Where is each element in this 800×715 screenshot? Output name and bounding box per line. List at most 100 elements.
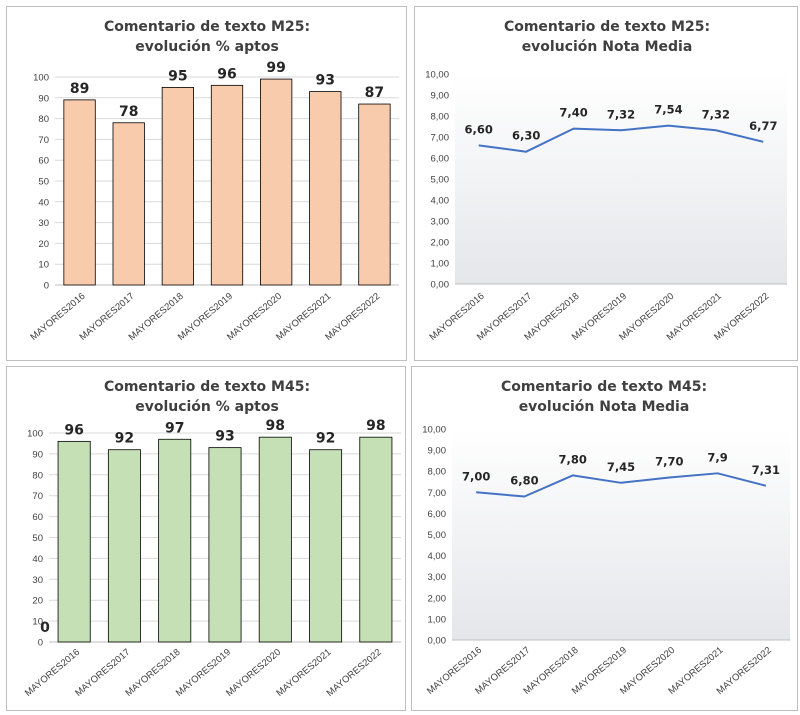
data-label: 7,40: [559, 106, 587, 120]
chart-m45-nota-media-svg: Comentario de texto M45: evolución Nota …: [422, 379, 790, 697]
y-tick-label: 4,00: [431, 196, 450, 207]
y-tick-label: 3,00: [428, 572, 447, 583]
data-label: 6,60: [465, 122, 493, 136]
bar: [208, 447, 242, 643]
y-tick-label: 70: [38, 135, 49, 146]
chart-title-line-1: Comentario de texto M45:: [501, 379, 707, 395]
plot-area: [455, 74, 787, 284]
chart-m25-nota-media-svg: Comentario de texto M25: evolución Nota …: [425, 19, 787, 343]
data-label: 7,00: [462, 469, 490, 483]
y-tick-label: 40: [32, 554, 43, 565]
series-line: [476, 472, 767, 498]
bar: [260, 78, 293, 286]
bar: [309, 91, 342, 286]
chart-title-line-2: evolución % aptos: [135, 39, 279, 55]
bar: [258, 436, 292, 643]
data-label: 92: [115, 431, 134, 447]
chart-title-line-1: Comentario de texto M25:: [504, 19, 710, 35]
data-label: 96: [217, 66, 236, 82]
series-line: [478, 124, 764, 153]
y-tick-label: 0: [38, 638, 43, 649]
y-tick-label: 70: [32, 491, 43, 502]
chart-m25-aptos-svg: Comentario de texto M25: evolución % apt…: [28, 19, 399, 343]
y-tick-label: 20: [32, 596, 43, 607]
bar: [158, 438, 192, 643]
y-tick-label: 2,00: [428, 593, 447, 604]
y-tick-label: 4,00: [428, 551, 447, 562]
data-label: 89: [70, 81, 89, 97]
data-label: 96: [64, 422, 83, 438]
data-label: 7,9: [707, 450, 727, 464]
y-tick-label: 0,00: [428, 636, 447, 647]
data-label: 93: [215, 429, 234, 445]
data-label: 92: [316, 431, 335, 447]
data-label: 97: [165, 420, 184, 436]
y-tick-label: 90: [38, 93, 49, 104]
data-label: 7,31: [752, 463, 780, 477]
data-label: 95: [168, 68, 187, 84]
y-tick-label: 9,00: [428, 446, 447, 457]
bar: [359, 436, 393, 643]
y-tick-label: 6,00: [431, 154, 450, 165]
y-tick-label: 2,00: [431, 238, 450, 249]
y-tick-label: 80: [38, 114, 49, 125]
bar: [63, 99, 96, 286]
y-tick-label: 90: [32, 449, 43, 460]
y-tick-label: 60: [32, 512, 43, 523]
chart-title-line-1: Comentario de texto M45:: [104, 379, 310, 395]
y-tick-label: 10,00: [425, 70, 449, 81]
chart-m45-aptos-svg: Comentario de texto M45: evolución % apt…: [23, 379, 401, 699]
y-tick-label: 30: [32, 575, 43, 586]
y-tick-label: 10: [32, 617, 43, 628]
chart-m25-nota-media: Comentario de texto M25: evolución Nota …: [414, 6, 798, 361]
x-category-label: MAYORES2022: [325, 647, 384, 699]
y-tick-label: 30: [38, 218, 49, 229]
bar: [161, 87, 194, 286]
bar: [210, 84, 244, 286]
chart-m45-aptos: Comentario de texto M45: evolución % apt…: [6, 366, 406, 711]
plot-area: [452, 429, 790, 640]
data-label: 78: [119, 104, 138, 120]
y-tick-label: 5,00: [431, 175, 450, 186]
chart-m45-nota-media: Comentario de texto M45: evolución Nota …: [411, 366, 798, 711]
data-label: 98: [266, 418, 285, 434]
chart-title-line-2: evolución Nota Media: [522, 39, 693, 55]
data-label: 7,32: [702, 107, 730, 121]
data-label: 7,54: [654, 103, 682, 117]
y-tick-label: 10: [38, 260, 49, 271]
bar: [57, 440, 91, 643]
data-label: 7,45: [607, 460, 635, 474]
data-label: 6,77: [749, 119, 777, 133]
chart-title-line-2: evolución Nota Media: [519, 399, 690, 415]
chart-title-line-1: Comentario de texto M25:: [104, 19, 310, 35]
data-label: 6,30: [512, 129, 540, 143]
y-tick-label: 7,00: [431, 133, 450, 144]
bar: [309, 449, 343, 643]
data-label: 93: [316, 73, 335, 89]
y-tick-label: 0: [44, 281, 49, 292]
y-tick-label: 100: [33, 73, 49, 84]
y-tick-label: 0,00: [431, 280, 450, 291]
chart-title-line-2: evolución % aptos: [135, 399, 279, 415]
data-label: 0: [40, 620, 50, 636]
y-tick-label: 50: [38, 177, 49, 188]
y-tick-label: 80: [32, 470, 43, 481]
data-label: 98: [366, 418, 385, 434]
y-tick-label: 1,00: [431, 259, 450, 270]
bar: [107, 449, 141, 643]
y-tick-label: 1,00: [428, 614, 447, 625]
y-tick-label: 9,00: [431, 91, 450, 102]
y-tick-label: 10,00: [422, 425, 446, 436]
data-label: 99: [266, 60, 285, 76]
y-tick-label: 3,00: [431, 217, 450, 228]
data-label: 7,80: [559, 452, 587, 466]
bar: [358, 103, 391, 286]
y-tick-label: 5,00: [428, 530, 447, 541]
y-tick-label: 6,00: [428, 509, 447, 520]
bar: [112, 122, 145, 286]
data-label: 6,80: [510, 474, 538, 488]
data-label: 7,32: [607, 107, 635, 121]
y-tick-label: 20: [38, 239, 49, 250]
y-tick-label: 50: [32, 533, 43, 544]
y-tick-label: 8,00: [428, 467, 447, 478]
